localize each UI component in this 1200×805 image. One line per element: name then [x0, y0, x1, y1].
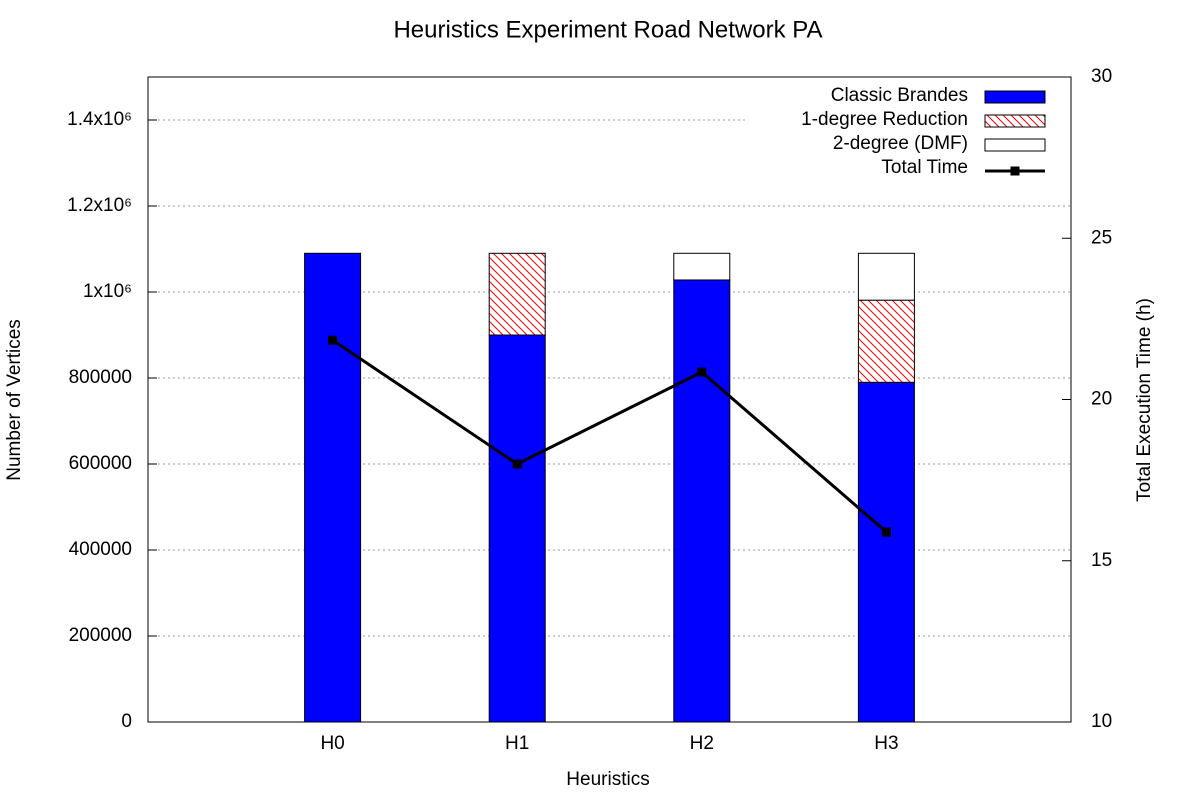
- x-axis-label: Heuristics: [566, 769, 649, 790]
- y-axis-label: Number of Vertices: [4, 319, 25, 481]
- y2-tick-label: 15: [1091, 550, 1112, 571]
- x-tick-label: H0: [320, 733, 344, 754]
- bar-segment: [488, 334, 546, 723]
- line-series: [331, 338, 888, 534]
- y2-tick-label: 30: [1091, 66, 1112, 87]
- y2-axis-label: Total Execution Time (h): [1134, 298, 1155, 502]
- bar-segment: [857, 381, 915, 723]
- y-tick-label: 0: [121, 711, 132, 732]
- legend-swatch: [984, 114, 1046, 128]
- legend-swatch: [984, 138, 1046, 152]
- x-tick-label: H2: [690, 733, 714, 754]
- y-tick-label: 1.4x10⁶: [67, 109, 132, 130]
- bar-segment: [857, 299, 915, 383]
- bar-segment: [673, 252, 731, 281]
- y2-tick-label: 10: [1091, 711, 1112, 732]
- y-tick-label: 1.2x10⁶: [67, 195, 132, 216]
- legend-swatch-marker: [1010, 166, 1020, 176]
- line-marker: [328, 335, 338, 345]
- y-tick-label: 600000: [69, 453, 132, 474]
- legend-label: Total Time: [881, 157, 968, 178]
- bar-segment: [857, 252, 915, 301]
- x-tick-label: H1: [505, 733, 529, 754]
- plot-frame: [147, 76, 1072, 723]
- bar-segment: [673, 279, 731, 723]
- line-marker: [697, 367, 707, 377]
- x-tick-label: H3: [874, 733, 898, 754]
- chart-title: Heuristics Experiment Road Network PA: [393, 16, 822, 43]
- y-tick-label: 1x10⁶: [83, 281, 132, 302]
- y2-tick-label: 25: [1091, 227, 1112, 248]
- y-tick-label: 400000: [69, 539, 132, 560]
- bar-segment: [488, 252, 546, 336]
- bar-segment: [304, 252, 362, 723]
- line-marker: [881, 527, 891, 537]
- legend-label: 2-degree (DMF): [833, 133, 968, 154]
- y-tick-label: 200000: [69, 625, 132, 646]
- legend-swatch: [984, 90, 1046, 104]
- y2-tick-label: 20: [1091, 389, 1112, 410]
- legend-label: Classic Brandes: [831, 85, 968, 106]
- legend-label: 1-degree Reduction: [801, 109, 968, 130]
- y-tick-label: 800000: [69, 367, 132, 388]
- line-marker: [512, 459, 522, 469]
